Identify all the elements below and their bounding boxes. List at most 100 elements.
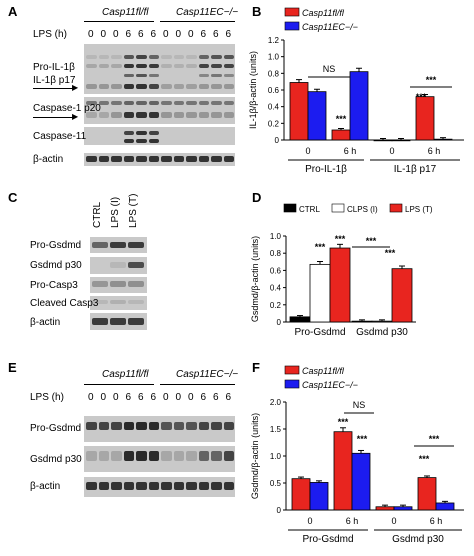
y-axis-label: Gsdmd/β-actin (units) (250, 413, 260, 499)
blot-band (148, 55, 159, 59)
y-axis-label: Gsdmd/β-actin (units) (250, 236, 260, 322)
y-tick-label: 0.6 (268, 86, 280, 95)
blot-band (161, 84, 172, 89)
legend-label: Casp11EC−/− (302, 22, 358, 32)
blot-band (186, 482, 197, 490)
blot-band (98, 482, 109, 490)
y-tick-label: 0.8 (270, 249, 282, 258)
blot-band (123, 139, 134, 143)
lane-label: 6 (200, 29, 207, 40)
row-label-pro-il1b: Pro-IL-1β (33, 62, 75, 73)
legend-swatch (284, 21, 300, 31)
group-label: Pro-IL-1β (305, 164, 347, 175)
legend-label: CLPS (I) (347, 205, 378, 214)
y-tick-label: 0.2 (270, 301, 282, 310)
group-line-flfl (84, 384, 154, 385)
bar (331, 129, 351, 141)
group-label: Gsdmd p30 (392, 534, 444, 545)
bar (375, 506, 395, 511)
blot-band (173, 64, 184, 68)
blot-band (86, 156, 97, 162)
y-tick-label: 1.0 (268, 53, 280, 62)
blot-band (123, 84, 134, 89)
blot-band (186, 84, 197, 89)
blot-band (123, 64, 134, 68)
blot-band (110, 262, 126, 268)
y-tick-label: 0.8 (268, 69, 280, 78)
blot-band (128, 262, 144, 268)
lane-label: 0 (163, 29, 169, 40)
blot-band (98, 84, 109, 89)
blot-band (110, 300, 126, 304)
blot-band (111, 64, 122, 68)
blot-band (98, 422, 109, 430)
bar (373, 139, 393, 142)
blot-band (186, 451, 197, 461)
lane-label: 6 (213, 392, 219, 403)
blot-band (173, 156, 184, 162)
y-axis-label: IL-1β/β-actin (units) (248, 51, 258, 129)
y-tick-label: 0 (277, 318, 282, 327)
blot-band (211, 101, 222, 105)
blot-band (223, 74, 234, 77)
x-tick-label: 6 h (430, 516, 443, 526)
bar (289, 82, 309, 141)
panel-letter-e: E (8, 360, 17, 375)
group-label: Pro-Gsdmd (302, 534, 353, 545)
legend-label: Casp11EC−/− (302, 380, 358, 390)
legend-label: CTRL (299, 205, 320, 214)
blot-pro-gsdmd-e (84, 416, 235, 442)
blot-band (148, 64, 159, 68)
blot-band (98, 156, 109, 162)
lane-label: 6 (200, 392, 207, 403)
legend-swatch (283, 203, 297, 213)
lane-label: 6 (138, 29, 144, 40)
blot-band (198, 74, 209, 77)
legend-swatch (284, 7, 300, 17)
lane-label: 6 (138, 392, 144, 403)
bar (393, 506, 413, 511)
blot-band (136, 482, 147, 490)
blot-band (161, 112, 172, 118)
blot-band (136, 74, 147, 77)
sig-label: *** (419, 454, 430, 464)
blot-band (111, 112, 122, 118)
blot-band (98, 101, 109, 105)
lane-label: CTRL (92, 201, 103, 228)
sig-label: NS (323, 64, 336, 74)
lane-label: 0 (113, 392, 119, 403)
blot-band (223, 156, 234, 162)
blot-band (173, 422, 184, 430)
panel-letter-a: A (8, 4, 18, 19)
lane-label: 6 (225, 29, 232, 40)
lane-label: 0 (188, 29, 194, 40)
blot-band (123, 131, 134, 135)
x-tick-label: 6 h (344, 146, 357, 156)
sig-label: *** (338, 417, 349, 427)
blot-band (198, 451, 209, 461)
blot-band (198, 55, 209, 59)
sig-label: *** (357, 434, 368, 444)
blot-band (161, 55, 172, 59)
blot-band (211, 55, 222, 59)
blot-band (123, 451, 134, 461)
x-tick-label: 0 (391, 516, 396, 526)
bar (309, 482, 329, 511)
row-label-caspase1: Caspase-1 p20 (33, 103, 101, 114)
blot-band (136, 55, 147, 59)
blot-band (223, 451, 234, 461)
lane-label: 0 (175, 392, 182, 403)
row-label-cleaved-casp3: Cleaved Casp3 (30, 298, 99, 309)
blot-band (92, 318, 108, 325)
y-tick-label: 1.0 (270, 452, 282, 461)
bar (291, 478, 311, 511)
blot-band (136, 101, 147, 105)
blot-band (198, 101, 209, 105)
bar (309, 263, 331, 323)
x-tick-label: Gsdmd p30 (356, 327, 408, 338)
bar (351, 452, 371, 511)
blot-band (92, 300, 108, 304)
legend-label: Casp11fl/fl (302, 8, 345, 18)
y-tick-label: 0.2 (268, 119, 280, 128)
arrow-line-a1 (33, 88, 75, 89)
